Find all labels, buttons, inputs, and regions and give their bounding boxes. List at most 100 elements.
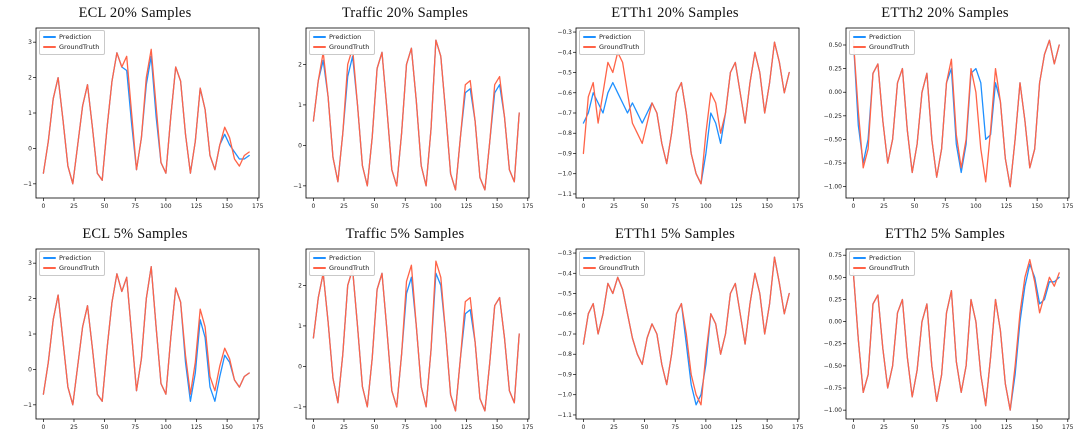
x-tick-label: 0 — [41, 203, 45, 210]
groundtruth-line — [312, 260, 520, 412]
legend-item: GroundTruth — [43, 264, 99, 273]
legend-item: Prediction — [313, 254, 369, 263]
legend-label: GroundTruth — [329, 263, 370, 272]
legend-label: GroundTruth — [599, 42, 640, 51]
y-tick-label: 2 — [298, 282, 302, 289]
legend-line-swatch — [583, 257, 596, 260]
legend-label: GroundTruth — [59, 42, 100, 51]
x-tick-label: 25 — [880, 424, 888, 431]
legend-item: Prediction — [583, 254, 639, 263]
y-tick-label: −1 — [23, 181, 32, 188]
x-tick-label: 150 — [221, 424, 233, 431]
legend-item: GroundTruth — [853, 264, 909, 273]
plot-svg: 0 25 50 75 100 125 150 175 −1 0 1 2 3 — [23, 27, 264, 210]
legend-line-swatch — [43, 46, 56, 49]
x-tick-label: 150 — [491, 424, 503, 431]
prediction-line — [42, 266, 250, 406]
axis-border — [845, 248, 1070, 420]
subplot-traffic-20: Traffic 20% Samples 0 25 50 75 100 125 150 175 −… — [270, 0, 540, 221]
y-tick-label: −0.8 — [557, 351, 572, 358]
legend-line-swatch — [43, 257, 56, 260]
x-tick-label: 0 — [581, 424, 585, 431]
x-tick-label: 150 — [1031, 203, 1043, 210]
y-tick-label: −0.3 — [557, 250, 572, 257]
y-tick-label: 3 — [28, 260, 32, 267]
x-tick-label: 50 — [371, 424, 379, 431]
legend-item: GroundTruth — [313, 264, 369, 273]
plot-container: 0 25 50 75 100 125 150 175 −0.3 −0.4 −0.5 −0.6 −0.7 −… — [546, 244, 804, 436]
legend: Prediction GroundTruth — [309, 30, 376, 55]
x-tick-label: 175 — [522, 203, 534, 210]
subplot-ecl-5: ECL 5% Samples 0 25 50 75 100 125 150 175 −1 0 1 2 3… — [0, 221, 270, 442]
legend-line-swatch — [853, 267, 866, 270]
y-tick-label: −1.00 — [824, 184, 843, 191]
legend-label: Prediction — [599, 33, 632, 41]
x-tick-label: 100 — [160, 203, 172, 210]
x-tick-label: 150 — [491, 203, 503, 210]
legend: Prediction GroundTruth — [849, 251, 916, 276]
plot-container: 0 25 50 75 100 125 150 175 0.75 0.50 0.25 0.00 −0.25… — [816, 244, 1074, 436]
legend-line-swatch — [853, 257, 866, 260]
subplot-traffic-5: Traffic 5% Samples 0 25 50 75 100 125 150 175 −1… — [270, 221, 540, 442]
plot-svg: 0 25 50 75 100 125 150 175 0.50 0.25 0.00 −0.25 −0.5… — [824, 27, 1074, 210]
legend-item: Prediction — [853, 254, 909, 263]
plot-svg: 0 25 50 75 100 125 150 175 0.75 0.50 0.25 0.00 −0.25… — [824, 248, 1074, 431]
subplot-title: ETTh1 20% Samples — [611, 5, 739, 21]
legend-label: Prediction — [599, 254, 632, 262]
legend-item: Prediction — [853, 33, 909, 42]
y-tick-label: 3 — [28, 39, 32, 46]
x-tick-label: 50 — [101, 203, 109, 210]
subplot-title: ETTh2 20% Samples — [881, 5, 1009, 21]
plot-container: 0 25 50 75 100 125 150 175 −1 0 1 2 Prediction Ground… — [276, 244, 534, 436]
y-tick-label: −0.7 — [557, 331, 572, 338]
x-tick-label: 175 — [252, 203, 264, 210]
y-tick-label: −0.50 — [824, 136, 843, 143]
x-tick-label: 50 — [911, 203, 919, 210]
x-tick-label: 0 — [311, 424, 315, 431]
x-tick-label: 25 — [880, 203, 888, 210]
y-tick-label: −0.4 — [557, 270, 572, 277]
legend-label: Prediction — [869, 254, 902, 262]
y-tick-label: −0.5 — [557, 70, 572, 77]
y-tick-label: 2 — [28, 296, 32, 303]
x-tick-label: 125 — [1001, 203, 1013, 210]
y-tick-label: −0.7 — [557, 110, 572, 117]
x-tick-label: 25 — [70, 203, 78, 210]
x-tick-label: 50 — [101, 424, 109, 431]
legend-item: Prediction — [43, 33, 99, 42]
x-tick-label: 175 — [792, 424, 804, 431]
legend-item: GroundTruth — [43, 43, 99, 52]
x-tick-label: 50 — [911, 424, 919, 431]
x-tick-label: 125 — [191, 203, 203, 210]
x-tick-label: 75 — [941, 203, 949, 210]
x-tick-label: 100 — [970, 203, 982, 210]
legend-label: Prediction — [869, 33, 902, 41]
plot-container: 0 25 50 75 100 125 150 175 −1 0 1 2 3 Prediction Groun… — [6, 23, 264, 215]
x-tick-label: 75 — [671, 203, 679, 210]
legend-label: Prediction — [59, 33, 92, 41]
x-tick-label: 50 — [641, 424, 649, 431]
legend-item: Prediction — [583, 33, 639, 42]
legend-item: GroundTruth — [313, 43, 369, 52]
legend-line-swatch — [583, 36, 596, 39]
x-tick-label: 125 — [1001, 424, 1013, 431]
x-tick-label: 125 — [461, 424, 473, 431]
plot-svg: 0 25 50 75 100 125 150 175 −0.3 −0.4 −0.5 −0.6 −0.7 −… — [557, 27, 804, 210]
legend: Prediction GroundTruth — [309, 251, 376, 276]
legend-item: Prediction — [313, 33, 369, 42]
legend-item: GroundTruth — [583, 264, 639, 273]
y-tick-label: 0 — [28, 145, 32, 152]
legend-line-swatch — [853, 46, 866, 49]
y-tick-label: 0 — [298, 363, 302, 370]
legend-label: GroundTruth — [869, 263, 910, 272]
axis-border — [305, 248, 530, 420]
groundtruth-line — [582, 256, 790, 406]
y-tick-label: −0.75 — [824, 385, 843, 392]
plot-container: 0 25 50 75 100 125 150 175 0.50 0.25 0.00 −0.25 −0.5… — [816, 23, 1074, 215]
y-tick-label: 0.00 — [829, 89, 843, 96]
x-tick-label: 100 — [430, 203, 442, 210]
x-tick-label: 175 — [252, 424, 264, 431]
x-tick-label: 25 — [610, 203, 618, 210]
x-tick-label: 150 — [1031, 424, 1043, 431]
subplot-etth1-20: ETTh1 20% Samples 0 25 50 75 100 125 150 175 −0.… — [540, 0, 810, 221]
